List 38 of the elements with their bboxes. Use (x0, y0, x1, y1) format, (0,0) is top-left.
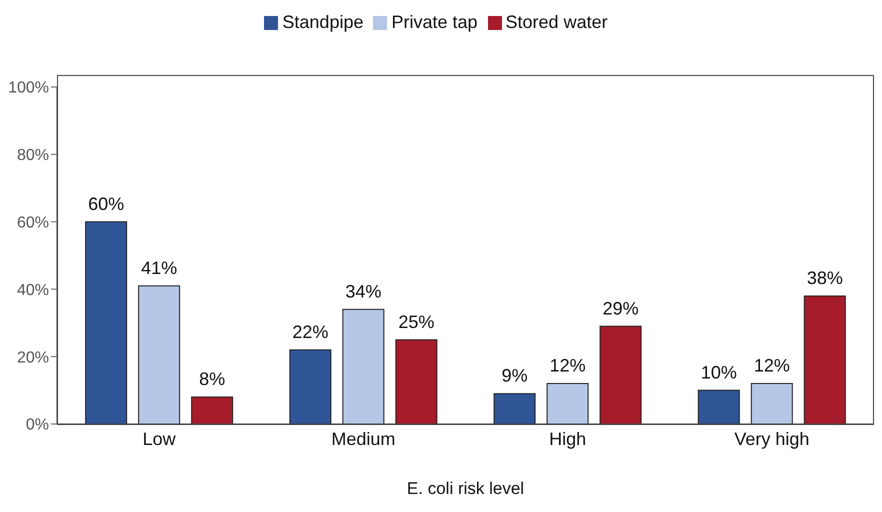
y-tick-label: 20% (16, 349, 49, 366)
bar (395, 339, 438, 424)
x-tick-label: High (549, 428, 586, 449)
legend-label: Private tap (391, 12, 478, 32)
data-label: 22% (292, 322, 328, 342)
data-label: 38% (806, 268, 843, 288)
x-tick-label: Low (142, 428, 177, 449)
bar (750, 383, 793, 424)
bar (600, 326, 642, 424)
data-label: 60% (88, 194, 124, 214)
y-tick-label: 60% (16, 214, 49, 232)
bar (85, 221, 128, 424)
y-tick-label: 80% (16, 147, 49, 164)
legend-label: Standpipe (282, 12, 364, 32)
y-tick-label: 100% (8, 80, 49, 97)
data-label: 25% (398, 312, 434, 332)
x-tick-label: Very high (734, 428, 810, 449)
data-label: 8% (199, 369, 226, 390)
y-tick-label: 0% (26, 416, 49, 434)
data-label: 29% (602, 298, 639, 318)
data-label: 41% (141, 258, 178, 278)
bar (698, 390, 740, 424)
bar (804, 295, 846, 424)
bar (138, 285, 180, 424)
bar (289, 349, 332, 424)
bar (546, 383, 589, 424)
data-label: 12% (550, 356, 586, 376)
x-tick-label: Medium (331, 428, 396, 449)
data-label: 10% (700, 362, 737, 382)
bar (342, 308, 384, 424)
data-label: 9% (502, 366, 528, 386)
bar (494, 393, 536, 424)
bar (191, 396, 234, 424)
y-tick-label: 40% (16, 282, 49, 299)
legend-label: Stored water (506, 12, 608, 32)
data-label: 12% (754, 356, 790, 376)
x-axis-title: E. coli risk level (406, 479, 524, 498)
data-label: 34% (345, 281, 382, 302)
